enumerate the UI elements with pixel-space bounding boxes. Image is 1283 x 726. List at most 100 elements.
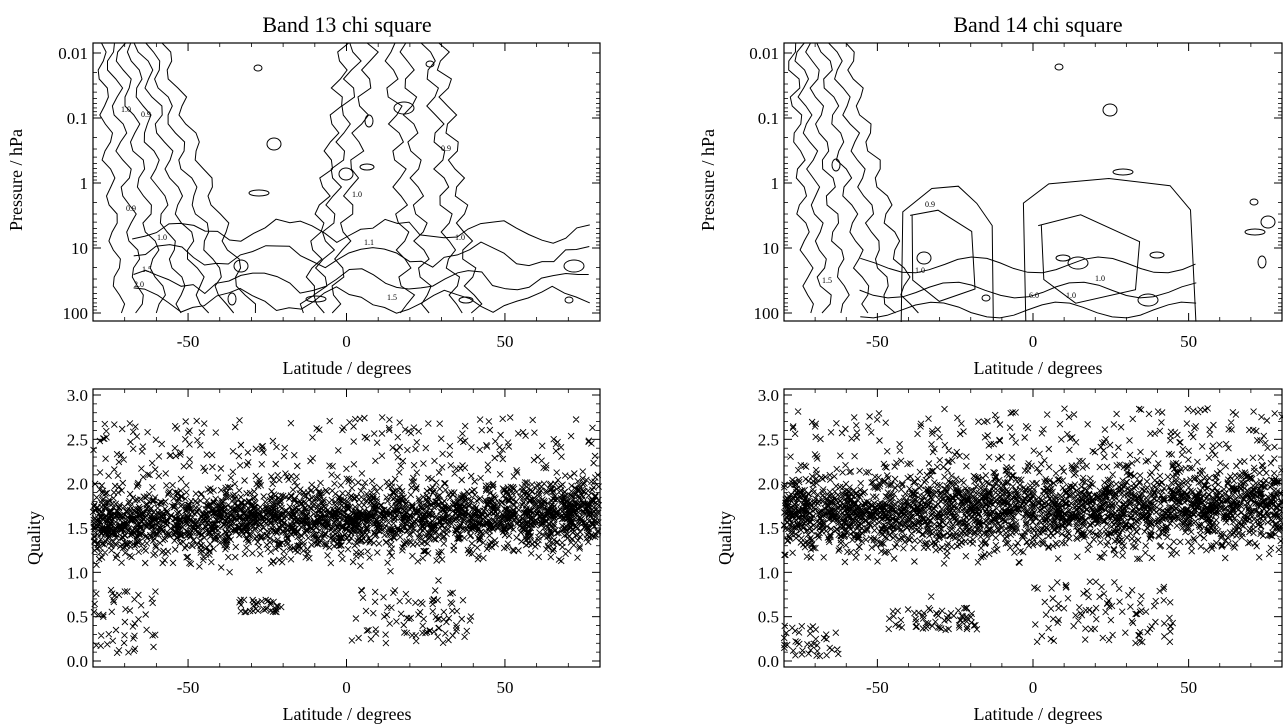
y-tick-label: 1.5 <box>67 519 88 538</box>
contour-line <box>399 42 432 314</box>
contour-line <box>331 42 379 314</box>
contour-loop <box>1260 215 1276 229</box>
contour-label: 0.9 <box>925 200 935 209</box>
contour-line <box>384 42 416 314</box>
contour-label: 1.1 <box>364 238 374 247</box>
contour-line <box>420 42 463 314</box>
y-tick-label: 2.5 <box>67 430 88 449</box>
y-tick-label: 100 <box>63 304 89 323</box>
scatter-markers <box>780 405 1283 660</box>
y-tick-label: 0.0 <box>67 652 88 671</box>
contour-loop <box>305 295 327 303</box>
contour-loop <box>364 114 374 128</box>
contour-loop <box>1054 63 1064 71</box>
y-tick-label: 10 <box>762 239 779 258</box>
y-tick-label: 1 <box>80 174 89 193</box>
contour-loop <box>458 296 474 304</box>
y-tick-label: 2.0 <box>758 475 779 494</box>
contour-loop <box>393 101 415 115</box>
y-tick-label: 0.5 <box>758 608 779 627</box>
y-tick-label: 10 <box>71 239 88 258</box>
contour-line <box>805 42 850 314</box>
plot-marks: -50 0 50 0.0 0.5 1.0 1.5 2.0 2.5 3.0 <box>67 386 601 697</box>
contour-line <box>436 42 483 314</box>
y-tick-label: 2.0 <box>67 475 88 494</box>
contour-line <box>299 42 350 314</box>
x-tick-label: 0 <box>342 332 351 351</box>
band13-contour-panel: Band 13 chi square Pressure / hPa Latitu… <box>6 12 601 378</box>
x-tick-label: 0 <box>342 678 351 697</box>
contour-line <box>145 42 235 314</box>
contour-lines: 1.0 0.9 0.9 1.0 1.5 2.0 1.0 0.9 1.1 1.0 1.5 <box>97 42 590 314</box>
plot-frame <box>783 388 1283 668</box>
contour-loop <box>227 292 237 306</box>
plot-marks: -50 0 50 0.0 0.5 1.0 1.5 2.0 2.5 3.0 <box>758 386 1283 697</box>
y-tick-label: 100 <box>754 304 780 323</box>
contour-line <box>132 218 590 244</box>
x-tick-label: -50 <box>177 332 200 351</box>
contour-label: 1.5 <box>822 276 832 285</box>
contour-line <box>161 42 257 314</box>
plot-frame <box>92 42 601 322</box>
band14-quality-panel: Quality Latitude / degrees -50 0 50 0.0 0.5 1… <box>715 386 1283 724</box>
contour-loop <box>1055 254 1071 262</box>
contour-loop <box>1249 198 1259 206</box>
y-tick-label: 0.1 <box>67 109 88 128</box>
contour-loop <box>1137 293 1159 307</box>
plot-frame <box>783 42 1283 322</box>
contour-label: 1.0 <box>1066 291 1076 300</box>
x-tick-label: 50 <box>496 678 513 697</box>
contour-loop <box>425 60 435 68</box>
y-tick-label: 3.0 <box>758 386 779 405</box>
y-tick-label: 1 <box>771 174 780 193</box>
contour-lines: 1.5 1.0 0.9 1.0 6.0 1.0 <box>788 42 1276 323</box>
plot-marks: -50 0 50 0.01 0.1 1 10 100 <box>749 43 1283 351</box>
contour-line <box>133 241 590 269</box>
y-tick-label: 1.0 <box>67 563 88 582</box>
contour-label: 0.9 <box>126 204 136 213</box>
contour-label: 6.0 <box>1029 291 1039 300</box>
contour-line <box>133 268 589 295</box>
contour-loop <box>563 259 585 273</box>
contour-line <box>115 42 166 314</box>
contour-label: 1.0 <box>352 190 362 199</box>
contour-line <box>794 42 832 314</box>
y-tick-label: 1.0 <box>758 563 779 582</box>
contour-label: 0.9 <box>441 144 451 153</box>
x-axis-label: Latitude / degrees <box>283 704 412 724</box>
y-tick-label: 2.5 <box>758 430 779 449</box>
contour-line <box>859 281 1197 299</box>
contour-loop <box>253 64 263 72</box>
contour-label: 1.0 <box>915 266 925 275</box>
panel-title: Band 14 chi square <box>953 12 1122 37</box>
plot-marks: -50 0 50 0.01 0.1 1 10 100 <box>58 43 601 351</box>
y-tick-label: 0.5 <box>67 608 88 627</box>
contour-label: 1.0 <box>157 233 167 242</box>
y-tick-label: 3.0 <box>67 386 88 405</box>
y-axis-label: Pressure / hPa <box>698 129 718 231</box>
contour-line <box>1038 214 1141 304</box>
contour-label: 1.0 <box>121 105 131 114</box>
x-tick-label: 50 <box>1180 332 1197 351</box>
y-tick-label: 1.5 <box>758 519 779 538</box>
contour-loop <box>1102 103 1118 117</box>
x-tick-label: 0 <box>1029 678 1038 697</box>
contour-label: 1.0 <box>1095 274 1105 283</box>
x-axis-label: Latitude / degrees <box>974 358 1103 378</box>
contour-loop <box>359 163 375 171</box>
contour-label: 1.0 <box>455 233 465 242</box>
contour-line <box>97 42 126 314</box>
y-axis-label: Pressure / hPa <box>6 129 26 231</box>
contour-loop <box>1244 228 1266 236</box>
x-tick-label: -50 <box>866 678 889 697</box>
band13-quality-panel: Quality Latitude / degrees -50 0 50 0.0 0.5 1… <box>24 386 603 724</box>
contour-loop <box>1257 255 1267 269</box>
y-tick-label: 0.1 <box>758 109 779 128</box>
contour-label: 0.9 <box>141 110 151 119</box>
band14-contour-panel: Band 14 chi square Pressure / hPa Latitu… <box>698 12 1283 378</box>
x-axis-label: Latitude / degrees <box>283 358 412 378</box>
contour-label: 2.0 <box>134 280 144 289</box>
y-tick-label: 0.01 <box>749 44 779 63</box>
contour-loop <box>916 251 932 265</box>
